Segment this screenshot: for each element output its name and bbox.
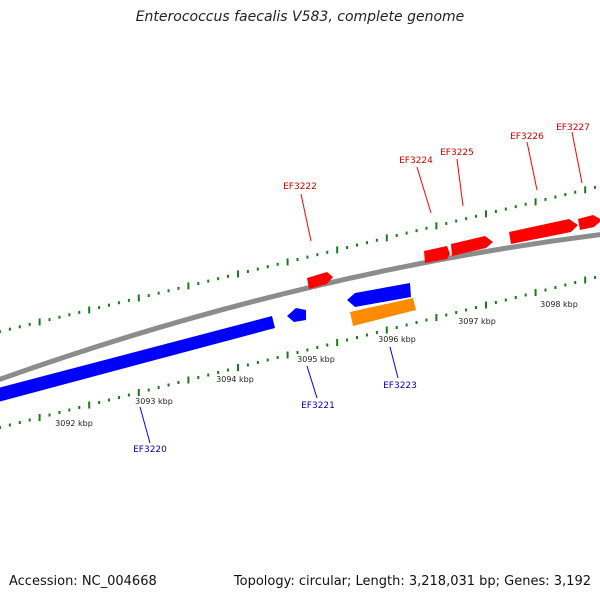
feature-bar-orange [350, 298, 416, 326]
genome-title: Enterococcus faecalis V583, complete gen… [135, 9, 465, 25]
scale-label: 3095 kbp [297, 355, 335, 364]
accession-label: Accession: NC_004668 [9, 574, 157, 589]
leader-line [526, 141, 538, 191]
leader-line [571, 131, 583, 184]
gene-features [0, 215, 600, 402]
leader-line [389, 346, 399, 379]
genome-backbone [0, 232, 600, 382]
gene-label-ef3224: EF3224 [399, 156, 433, 166]
leader-line [300, 193, 312, 242]
backbone-line [0, 232, 600, 382]
gene-label-ef3226: EF3226 [510, 132, 544, 142]
scale-label: 3092 kbp [55, 419, 93, 428]
gene-arrow-ef3222 [307, 272, 333, 289]
leader-line [306, 365, 318, 399]
gene-label-ef3225: EF3225 [440, 148, 474, 158]
gene-labels: 3092 kbp 3093 kbp 3094 kbp 3095 kbp 3096 kbp… [55, 123, 590, 455]
gene-arrow-ef3226 [509, 219, 578, 244]
scale-label: 3097 kbp [458, 317, 496, 326]
gene-arrow-ef3224 [424, 246, 450, 263]
gene-arrow-ef3223 [347, 283, 411, 307]
tick-tracks [0, 185, 597, 429]
leader-line [456, 158, 464, 207]
scale-label: 3094 kbp [216, 375, 254, 384]
gene-label-ef3220: EF3220 [133, 445, 167, 455]
scale-label: 3096 kbp [378, 335, 416, 344]
leader-line [139, 406, 151, 444]
genome-summary: Topology: circular; Length: 3,218,031 bp… [233, 574, 591, 589]
gene-arrow-ef3225 [451, 236, 493, 256]
gene-label-ef3227: EF3227 [556, 123, 590, 133]
leader-line [416, 166, 432, 214]
gene-arrow-ef3220 [0, 316, 275, 402]
gene-arrow-ef3221 [287, 308, 306, 322]
gene-label-ef3222: EF3222 [283, 182, 317, 192]
gene-label-ef3223: EF3223 [383, 381, 417, 391]
scale-label: 3093 kbp [135, 397, 173, 406]
gene-arrow-ef3227 [578, 215, 600, 230]
scale-label: 3098 kbp [540, 300, 578, 309]
gene-label-ef3221: EF3221 [301, 401, 335, 411]
